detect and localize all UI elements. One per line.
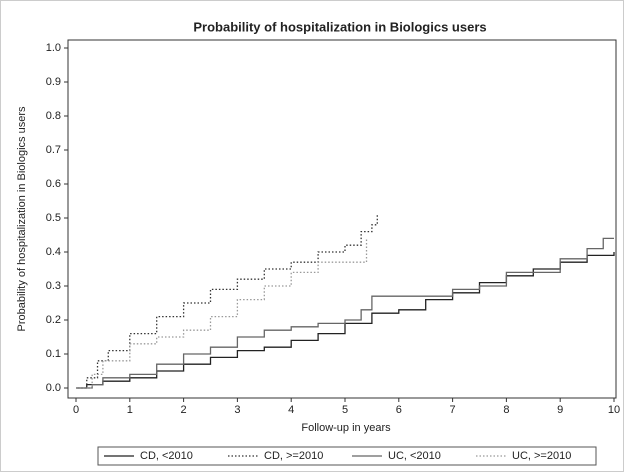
- x-tick-label: 6: [396, 404, 402, 416]
- legend-box: [97, 446, 597, 466]
- y-tick-label: 0.7: [46, 144, 61, 156]
- y-tick-label: 0.2: [46, 314, 61, 326]
- y-tick-label: 0.4: [46, 246, 61, 258]
- x-tick-label: 5: [342, 404, 348, 416]
- y-tick-label: 1.0: [46, 42, 61, 54]
- y-tick-label: 0.9: [46, 76, 61, 88]
- x-axis-label: Follow-up in years: [301, 422, 391, 434]
- legend-label: CD, <2010: [140, 450, 193, 462]
- plot-frame: [67, 39, 617, 399]
- series-line: [76, 252, 615, 389]
- series-line: [76, 237, 614, 389]
- x-tick-label: 0: [73, 404, 79, 416]
- legend-label: UC, <2010: [388, 450, 441, 462]
- x-tick-label: 10: [608, 404, 620, 416]
- y-tick-label: 0.0: [46, 382, 61, 394]
- x-tick-label: 8: [503, 404, 509, 416]
- y-axis-label: Probability of hospitalization in Biolog…: [16, 106, 28, 332]
- x-tick-label: 9: [557, 404, 563, 416]
- y-tick-label: 0.8: [46, 110, 61, 122]
- x-tick-label: 7: [450, 404, 456, 416]
- legend-label: CD, >=2010: [264, 450, 323, 462]
- legend-label: UC, >=2010: [512, 450, 571, 462]
- y-tick-label: 0.6: [46, 178, 61, 190]
- y-tick-label: 0.1: [46, 348, 61, 360]
- y-tick-label: 0.3: [46, 280, 61, 292]
- series-line: [76, 214, 378, 389]
- x-tick-label: 2: [181, 404, 187, 416]
- series-line: [76, 238, 368, 389]
- chart-title: Probability of hospitalization in Biolog…: [193, 19, 486, 34]
- x-tick-label: 1: [127, 404, 133, 416]
- y-tick-label: 0.5: [46, 212, 61, 224]
- x-tick-label: 3: [234, 404, 240, 416]
- x-tick-label: 4: [288, 404, 294, 416]
